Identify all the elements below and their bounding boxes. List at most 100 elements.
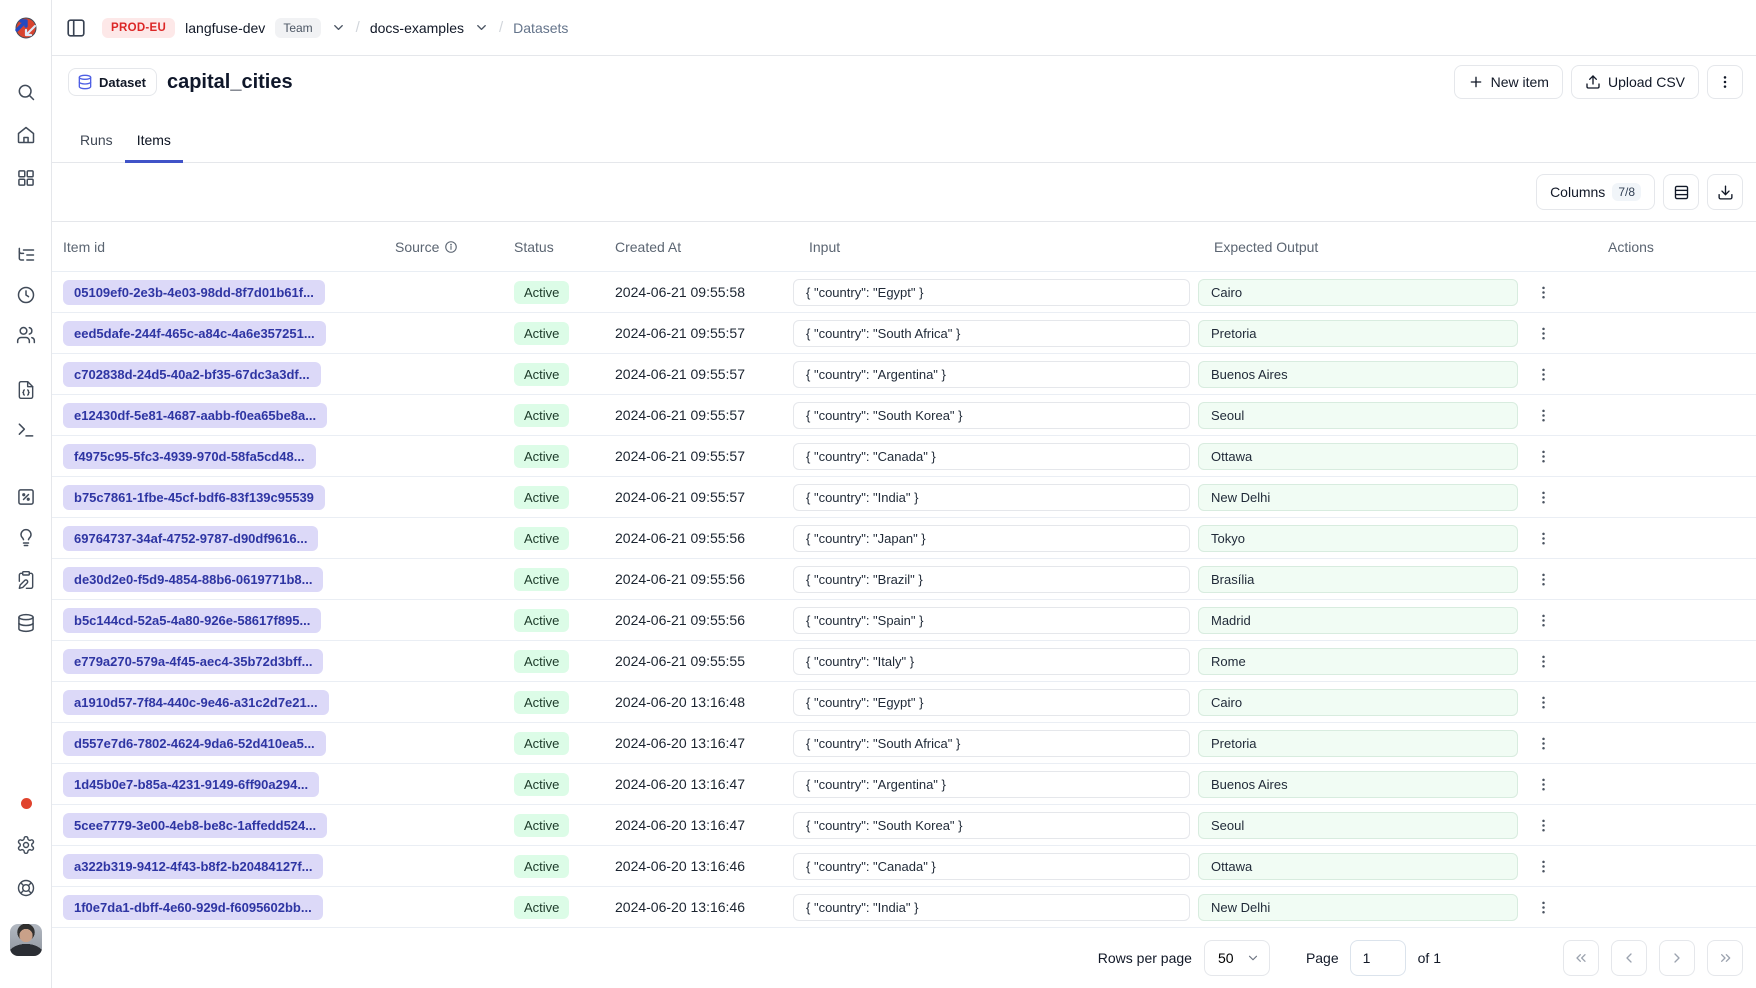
kebab-menu-icon (1541, 737, 1545, 749)
chevron-right-icon (1674, 953, 1680, 963)
row-actions-button[interactable] (1529, 278, 1557, 306)
dashboards-icon[interactable] (10, 162, 42, 194)
row-actions-button[interactable] (1529, 852, 1557, 880)
table-row[interactable]: a1910d57-7f84-440c-9e46-a31c2d7e21... Ac… (52, 682, 1756, 723)
breadcrumb-project[interactable]: docs-examples (369, 19, 464, 36)
evaluation-icon[interactable] (10, 481, 42, 513)
status-badge: Active (514, 731, 570, 755)
expected-output-preview: Buenos Aires (1198, 770, 1518, 798)
header-created-at: Created At (615, 238, 682, 255)
annotation-icon[interactable] (10, 564, 42, 596)
rows-per-page-select[interactable]: 50 (1203, 940, 1270, 976)
row-actions-button[interactable] (1529, 893, 1557, 921)
users-icon[interactable] (10, 319, 42, 351)
columns-count-badge: 7/8 (1612, 183, 1641, 201)
input-preview: { "country": "Spain" } (793, 606, 1190, 634)
item-id-link[interactable]: e12430df-5e81-4687-aabb-f0ea65be8a... (63, 402, 328, 428)
search-icon[interactable] (10, 76, 42, 108)
last-page-button[interactable] (1707, 940, 1743, 976)
item-id-link[interactable]: de30d2e0-f5d9-4854-88b6-0619771b8... (63, 566, 324, 592)
support-icon[interactable] (10, 872, 42, 904)
datasets-icon[interactable] (10, 607, 42, 639)
first-page-button[interactable] (1563, 940, 1599, 976)
next-page-button[interactable] (1659, 940, 1695, 976)
rows-icon (1674, 185, 1688, 199)
upload-csv-button[interactable]: Upload CSV (1570, 65, 1699, 99)
table-row[interactable]: f4975c95-5fc3-4939-970d-58fa5cd48... Act… (52, 436, 1756, 477)
header-source: Source (395, 239, 505, 255)
row-actions-button[interactable] (1529, 401, 1557, 429)
table-row[interactable]: eed5dafe-244f-465c-a84c-4a6e357251... Ac… (52, 313, 1756, 354)
row-actions-button[interactable] (1529, 647, 1557, 675)
tracing-icon[interactable] (10, 239, 42, 271)
item-id-link[interactable]: b5c144cd-52a5-4a80-926e-58617f895... (63, 607, 322, 633)
columns-button[interactable]: Columns 7/8 (1536, 174, 1655, 210)
input-preview: { "country": "Italy" } (793, 647, 1190, 675)
org-type-badge[interactable]: Team (275, 17, 321, 38)
table-row[interactable]: 69764737-34af-4752-9787-d90df9616... Act… (52, 518, 1756, 559)
table-row[interactable]: a322b319-9412-4f43-b8f2-b20484127f... Ac… (52, 846, 1756, 887)
table-row[interactable]: d557e7d6-7802-4624-9da6-52d410ea5... Act… (52, 723, 1756, 764)
table-row[interactable]: e12430df-5e81-4687-aabb-f0ea65be8a... Ac… (52, 395, 1756, 436)
dataset-actions-menu-button[interactable] (1707, 65, 1743, 99)
item-id-link[interactable]: a322b319-9412-4f43-b8f2-b20484127f... (63, 853, 324, 879)
kebab-menu-icon (1541, 573, 1545, 585)
rows-per-page-label: Rows per page (1097, 950, 1192, 966)
previous-page-button[interactable] (1611, 940, 1647, 976)
row-actions-button[interactable] (1529, 770, 1557, 798)
row-height-button[interactable] (1663, 174, 1699, 210)
item-id-link[interactable]: 69764737-34af-4752-9787-d90df9616... (63, 525, 319, 551)
row-actions-button[interactable] (1529, 442, 1557, 470)
row-actions-button[interactable] (1529, 811, 1557, 839)
row-actions-button[interactable] (1529, 565, 1557, 593)
row-actions-button[interactable] (1529, 606, 1557, 634)
prompts-icon[interactable] (10, 374, 42, 406)
item-id-link[interactable]: f4975c95-5fc3-4939-970d-58fa5cd48... (63, 443, 316, 469)
item-id-link[interactable]: 1d45b0e7-b85a-4231-9149-6ff90a294... (63, 771, 320, 797)
insights-icon[interactable] (10, 522, 42, 554)
table-row[interactable]: b75c7861-1fbe-45cf-bdf6-83f139c95539 Act… (52, 477, 1756, 518)
breadcrumb-org[interactable]: langfuse-dev (185, 19, 266, 36)
header-input: Input (809, 238, 841, 255)
sessions-icon[interactable] (10, 279, 42, 311)
new-item-button[interactable]: New item (1453, 65, 1563, 99)
item-id-link[interactable]: c702838d-24d5-40a2-bf35-67dc3a3df... (63, 361, 321, 387)
org-switcher-chevron-down-icon[interactable] (331, 20, 346, 35)
table-row[interactable]: 05109ef0-2e3b-4e03-98dd-8f7d01b61f... Ac… (52, 272, 1756, 313)
page-number-input[interactable] (1349, 940, 1406, 976)
row-actions-button[interactable] (1529, 360, 1557, 388)
item-id-link[interactable]: d557e7d6-7802-4624-9da6-52d410ea5... (63, 730, 326, 756)
langfuse-logo[interactable] (10, 12, 42, 44)
export-download-button[interactable] (1707, 174, 1743, 210)
item-id-link[interactable]: eed5dafe-244f-465c-a84c-4a6e357251... (63, 320, 326, 346)
info-icon[interactable] (444, 240, 458, 254)
table-row[interactable]: e779a270-579a-4f45-aec4-35b72d3bff... Ac… (52, 641, 1756, 682)
breadcrumb-section[interactable]: Datasets (513, 19, 569, 36)
item-id-link[interactable]: a1910d57-7f84-440c-9e46-a31c2d7e21... (63, 689, 329, 715)
table-row[interactable]: de30d2e0-f5d9-4854-88b6-0619771b8... Act… (52, 559, 1756, 600)
table-row[interactable]: 1f0e7da1-dbff-4e60-929d-f6095602bb... Ac… (52, 887, 1756, 928)
item-id-link[interactable]: 05109ef0-2e3b-4e03-98dd-8f7d01b61f... (63, 279, 325, 305)
user-avatar[interactable] (10, 924, 42, 956)
playground-icon[interactable] (10, 414, 42, 446)
tab-items[interactable]: Items (124, 132, 184, 163)
project-switcher-chevron-down-icon[interactable] (474, 20, 489, 35)
item-id-link[interactable]: e779a270-579a-4f45-aec4-35b72d3bff... (63, 648, 324, 674)
item-id-link[interactable]: 1f0e7da1-dbff-4e60-929d-f6095602bb... (63, 894, 323, 920)
item-id-link[interactable]: b75c7861-1fbe-45cf-bdf6-83f139c95539 (63, 484, 325, 510)
home-icon[interactable] (10, 119, 42, 151)
table-row[interactable]: c702838d-24d5-40a2-bf35-67dc3a3df... Act… (52, 354, 1756, 395)
table-row[interactable]: 5cee7779-3e00-4eb8-be8c-1affedd524... Ac… (52, 805, 1756, 846)
tab-runs[interactable]: Runs (68, 132, 125, 162)
row-actions-button[interactable] (1529, 729, 1557, 757)
row-actions-button[interactable] (1529, 524, 1557, 552)
row-actions-button[interactable] (1529, 688, 1557, 716)
row-actions-button[interactable] (1529, 319, 1557, 347)
expected-output-preview: Rome (1198, 647, 1518, 675)
row-actions-button[interactable] (1529, 483, 1557, 511)
table-row[interactable]: 1d45b0e7-b85a-4231-9149-6ff90a294... Act… (52, 764, 1756, 805)
sidebar-toggle-icon[interactable] (60, 12, 92, 44)
settings-icon[interactable] (10, 829, 42, 861)
item-id-link[interactable]: 5cee7779-3e00-4eb8-be8c-1affedd524... (63, 812, 328, 838)
table-row[interactable]: b5c144cd-52a5-4a80-926e-58617f895... Act… (52, 600, 1756, 641)
